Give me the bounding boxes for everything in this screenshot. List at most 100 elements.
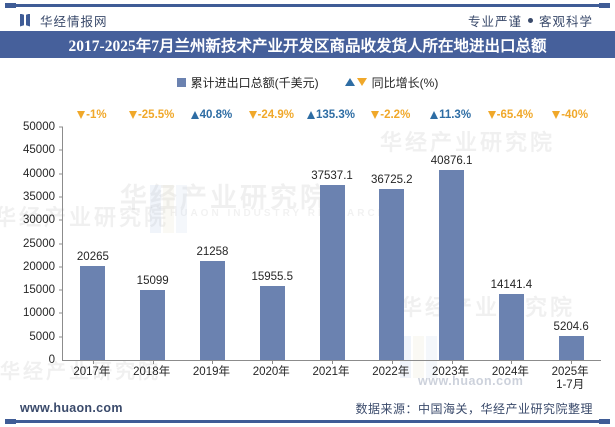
growth-rate-label: 40.8% bbox=[182, 106, 242, 124]
x-axis-tick-mark bbox=[92, 360, 94, 364]
bar[interactable]: 21258 bbox=[196, 246, 228, 360]
x-axis-tick-mark bbox=[212, 360, 214, 364]
y-axis-tick-mark bbox=[59, 243, 63, 244]
y-axis-tick-mark bbox=[59, 196, 63, 198]
chart-plot: -1% -25.5% 40.8% -24.9% 135.3% -2.2% 11.3% -65.… bbox=[0, 100, 615, 392]
triangle-down-icon bbox=[371, 111, 380, 119]
x-axis-tick-mark bbox=[511, 360, 513, 364]
bar-value-label: 14141.4 bbox=[490, 279, 533, 292]
bar-value-label: 15955.5 bbox=[251, 270, 294, 283]
bar[interactable]: 15099 bbox=[137, 275, 169, 360]
y-axis-tick-label: 10000 bbox=[23, 307, 55, 320]
flag-mark-icon bbox=[20, 13, 33, 27]
triangle-down-icon bbox=[356, 78, 367, 86]
triangle-down-icon bbox=[248, 111, 257, 119]
growth-rate-value: -1% bbox=[86, 109, 107, 121]
bar[interactable]: 5204.6 bbox=[554, 321, 589, 360]
x-axis-label: 2019年 bbox=[182, 366, 242, 392]
growth-rate-label: -25.5% bbox=[122, 106, 182, 124]
triangle-pair-icon bbox=[344, 78, 367, 86]
bar-value-label: 40876.1 bbox=[430, 154, 473, 167]
growth-rate-value: -2.2% bbox=[380, 109, 411, 121]
y-axis-tick-label: 25000 bbox=[23, 237, 55, 250]
brand-bar: 华经情报网 专业严谨 客观科学 bbox=[0, 9, 615, 31]
y-axis-tick-label: 30000 bbox=[23, 214, 55, 227]
growth-rate-label: -1% bbox=[62, 106, 122, 124]
x-axis-tick-mark bbox=[332, 360, 334, 364]
bar-value-label: 20265 bbox=[76, 250, 109, 263]
growth-rate-label: -65.4% bbox=[480, 106, 540, 124]
top-decorative-rule bbox=[5, 3, 610, 8]
y-axis-tick-mark bbox=[59, 219, 63, 221]
bar-column: 20265 bbox=[63, 127, 123, 364]
bar-value-label: 37537.1 bbox=[311, 170, 353, 183]
growth-rate-value: 11.3% bbox=[439, 109, 472, 121]
triangle-down-icon bbox=[487, 111, 496, 119]
x-axis-tick-mark bbox=[272, 360, 274, 364]
legend-item-total[interactable]: 累计进出口总额(千美元) bbox=[176, 74, 319, 91]
bar-value-label: 21258 bbox=[196, 245, 229, 258]
legend-label-growth: 同比增长(%) bbox=[371, 75, 439, 90]
bar-column: 5204.6 bbox=[541, 127, 601, 364]
triangle-down-icon bbox=[128, 111, 137, 119]
growth-rate-label: -2.2% bbox=[361, 106, 421, 124]
y-axis-tick-label: 40000 bbox=[23, 167, 55, 180]
growth-rate-value: -24.9% bbox=[257, 109, 294, 121]
bar-column: 14141.4 bbox=[481, 127, 541, 364]
bar-column: 21258 bbox=[183, 127, 243, 364]
bar-value-label: 36725.2 bbox=[371, 173, 413, 186]
x-axis-label-line: 2022年 bbox=[372, 366, 410, 378]
x-axis-tick-mark bbox=[152, 360, 154, 364]
x-axis-tick-mark bbox=[391, 360, 393, 364]
y-axis-tick-label: 0 bbox=[48, 354, 55, 366]
triangle-down-icon bbox=[552, 111, 561, 119]
growth-rate-value: -65.4% bbox=[496, 109, 534, 121]
square-marker-icon bbox=[176, 77, 186, 87]
x-axis-label: 2022年 bbox=[361, 366, 421, 392]
brand-logo-group: 华经情报网 bbox=[20, 11, 108, 30]
x-axis-label-line: 1-7月 bbox=[556, 379, 585, 391]
x-axis-label: 2021年 bbox=[301, 366, 361, 392]
growth-rate-value: -40% bbox=[561, 109, 589, 121]
legend-item-growth[interactable]: 同比增长(%) bbox=[344, 74, 439, 91]
x-axis-label: 2024年 bbox=[480, 366, 540, 392]
triangle-up-icon bbox=[344, 78, 355, 86]
growth-label-row: -1% -25.5% 40.8% -24.9% 135.3% -2.2% 11.3% -65.… bbox=[62, 106, 600, 124]
chart-legend: 累计进出口总额(千美元) 同比增长(%) bbox=[0, 73, 615, 91]
x-axis-label: 2018年 bbox=[122, 366, 182, 392]
x-axis-tick-mark bbox=[451, 360, 453, 364]
bar-column: 37537.1 bbox=[302, 127, 362, 364]
dot-separator-icon bbox=[527, 17, 533, 23]
x-axis-label-line: 2024年 bbox=[491, 366, 529, 378]
growth-rate-label: 135.3% bbox=[301, 106, 361, 124]
footer-url[interactable]: www.huaon.com bbox=[20, 401, 123, 415]
y-axis-tick-mark bbox=[59, 312, 63, 314]
bar[interactable]: 40876.1 bbox=[431, 155, 472, 360]
bar-value-label: 5204.6 bbox=[553, 320, 589, 333]
bar-column: 15955.5 bbox=[242, 127, 302, 364]
x-axis-tick-mark bbox=[571, 360, 573, 364]
bar[interactable]: 15955.5 bbox=[251, 271, 293, 360]
bar-group: 20265 15099 21258 15955.5 37537.1 36725.2 4087… bbox=[63, 127, 601, 364]
x-axis-label-line: 2023年 bbox=[432, 366, 470, 378]
x-axis-label-line: 2019年 bbox=[192, 366, 230, 378]
bar-column: 15099 bbox=[123, 127, 183, 364]
y-axis-tick-label: 45000 bbox=[23, 144, 55, 157]
triangle-up-icon bbox=[430, 111, 439, 119]
bar[interactable]: 14141.4 bbox=[491, 279, 532, 360]
chart-title-band: 2017-2025年7月兰州新技术产业开发区商品收发货人所在地进出口总额 bbox=[0, 31, 615, 58]
x-axis-label-group: 2017年 2018年 2019年 2020年 2021年 2022年 2023年 2024年… bbox=[62, 366, 600, 392]
y-axis-tick-label: 35000 bbox=[23, 190, 55, 203]
bar[interactable]: 36725.2 bbox=[371, 174, 413, 360]
triangle-up-icon bbox=[190, 111, 199, 119]
bar[interactable]: 37537.1 bbox=[311, 170, 353, 360]
x-axis-label: 2020年 bbox=[241, 366, 301, 392]
x-axis-label-line: 2021年 bbox=[312, 366, 350, 378]
triangle-down-icon bbox=[77, 111, 86, 119]
bar[interactable]: 20265 bbox=[77, 251, 109, 360]
brand-name: 华经情报网 bbox=[40, 14, 108, 29]
y-axis-tick-label: 15000 bbox=[23, 284, 55, 297]
y-axis-tick-mark bbox=[59, 126, 63, 128]
x-axis-label: 2017年 bbox=[62, 366, 122, 392]
tagline-right: 客观科学 bbox=[538, 14, 593, 29]
